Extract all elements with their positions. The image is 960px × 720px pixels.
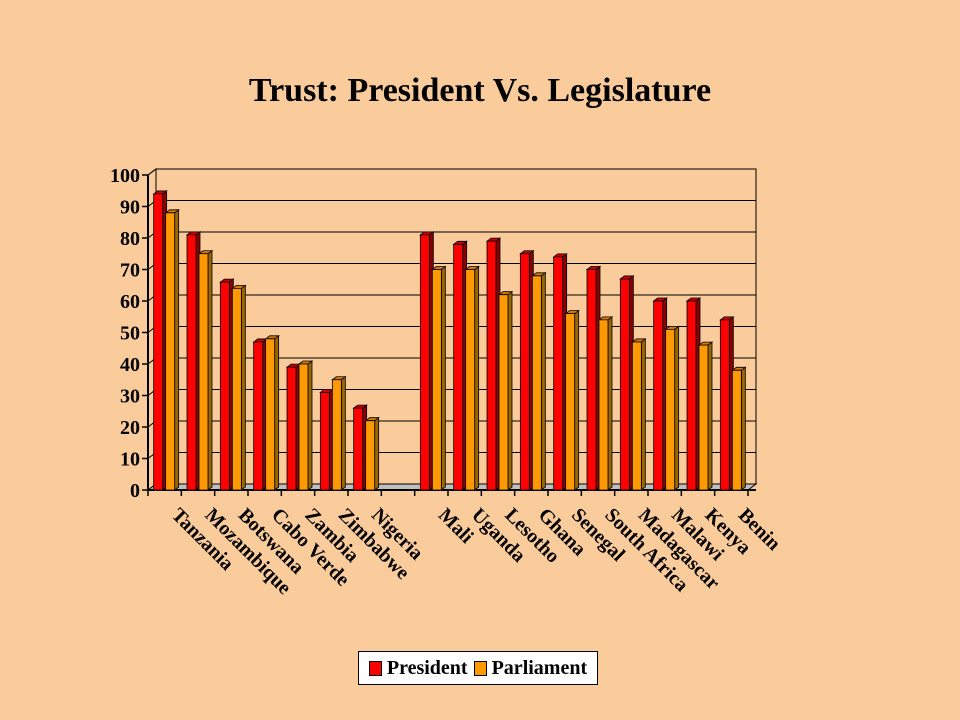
bar-parliament xyxy=(331,375,347,491)
y-tick-label: 80 xyxy=(120,228,140,250)
bar-president xyxy=(519,249,535,491)
bar-president xyxy=(619,275,635,491)
bar-president xyxy=(352,404,368,491)
bar-president xyxy=(719,316,735,491)
bar-parliament xyxy=(264,334,280,491)
bar-president xyxy=(285,363,302,491)
bar-president xyxy=(185,231,202,491)
bar-parliament xyxy=(497,290,514,491)
y-tick-label: 90 xyxy=(120,197,140,219)
y-tick-label: 50 xyxy=(120,323,140,345)
y-tick-label: 100 xyxy=(110,165,140,187)
bar-president xyxy=(585,265,602,491)
bar-president xyxy=(252,338,268,491)
bar-president xyxy=(152,190,168,491)
bar-parliament xyxy=(164,209,180,491)
y-tick-label: 60 xyxy=(120,291,140,313)
legend-label-president: President xyxy=(386,656,468,679)
bar-parliament xyxy=(564,309,580,491)
bar-parliament xyxy=(364,416,380,491)
bar-president xyxy=(485,237,502,491)
chart-title: Trust: President Vs. Legislature xyxy=(248,72,712,109)
bar-parliament xyxy=(664,325,680,491)
bar-parliament xyxy=(597,316,614,491)
x-tick-label: Mali xyxy=(434,504,478,548)
y-gridline xyxy=(147,168,756,176)
chart-legend: President Parliament xyxy=(358,651,598,685)
bar-president xyxy=(452,240,468,491)
bar-parliament xyxy=(531,271,547,491)
legend-item-parliament: Parliament xyxy=(473,656,588,680)
bar-parliament xyxy=(464,265,480,491)
y-tick-label: 30 xyxy=(120,386,140,408)
bar-president xyxy=(419,231,435,491)
y-tick-label: 40 xyxy=(120,354,140,376)
bar-parliament xyxy=(231,284,247,491)
y-tick-label: 70 xyxy=(120,260,140,282)
bar-president xyxy=(552,253,568,491)
bar-parliament xyxy=(431,265,447,491)
bar-president xyxy=(685,297,702,491)
bar-president xyxy=(319,388,335,491)
y-tick-label: 20 xyxy=(120,417,140,439)
legend-label-parliament: Parliament xyxy=(491,656,588,679)
legend-swatch-president xyxy=(368,660,382,676)
bar-president xyxy=(652,297,668,491)
y-tick-label: 0 xyxy=(130,480,140,502)
legend-swatch-parliament xyxy=(473,660,487,676)
bar-parliament xyxy=(297,360,314,491)
bar-parliament xyxy=(731,366,747,491)
legend-item-president: President xyxy=(368,656,468,680)
bar-parliament xyxy=(697,341,714,491)
bar-parliament xyxy=(197,249,214,491)
y-tick-label: 10 xyxy=(120,449,140,471)
bar-parliament xyxy=(631,338,647,491)
bar-president xyxy=(219,278,235,491)
